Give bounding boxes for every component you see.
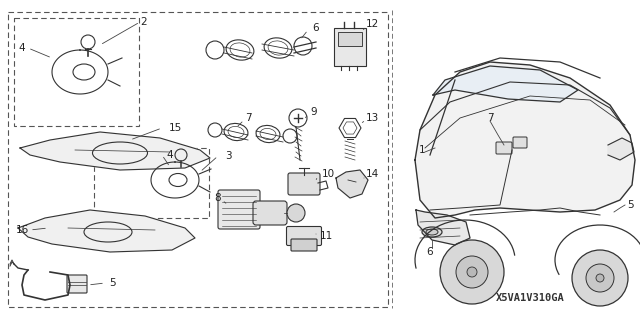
Ellipse shape — [426, 229, 438, 235]
Polygon shape — [18, 210, 195, 252]
Polygon shape — [433, 66, 578, 102]
Text: 10: 10 — [321, 169, 335, 179]
FancyBboxPatch shape — [513, 137, 527, 148]
Polygon shape — [416, 210, 470, 245]
Ellipse shape — [422, 227, 442, 237]
Text: 8: 8 — [214, 193, 221, 203]
Circle shape — [440, 240, 504, 304]
Text: 5: 5 — [109, 278, 115, 288]
Text: 5: 5 — [627, 200, 634, 210]
Bar — [14, 18, 139, 126]
Polygon shape — [336, 170, 368, 198]
Text: 9: 9 — [310, 107, 317, 117]
Circle shape — [456, 256, 488, 288]
Text: 14: 14 — [365, 169, 379, 179]
Bar — [94, 148, 209, 218]
Text: 2: 2 — [141, 17, 147, 27]
Text: 7: 7 — [244, 113, 252, 123]
Circle shape — [467, 267, 477, 277]
Circle shape — [287, 204, 305, 222]
Polygon shape — [608, 138, 634, 160]
Polygon shape — [20, 132, 210, 170]
Text: 4: 4 — [166, 150, 173, 160]
Text: 3: 3 — [225, 151, 231, 161]
Text: 1: 1 — [419, 145, 426, 155]
FancyBboxPatch shape — [218, 190, 260, 229]
Text: 6: 6 — [427, 247, 433, 257]
FancyBboxPatch shape — [67, 275, 87, 293]
Text: 6: 6 — [313, 23, 319, 33]
FancyBboxPatch shape — [253, 201, 287, 225]
FancyBboxPatch shape — [287, 226, 321, 246]
Text: 4: 4 — [19, 43, 26, 53]
Circle shape — [596, 274, 604, 282]
FancyBboxPatch shape — [496, 142, 512, 154]
Bar — [334, 28, 366, 66]
Text: 16: 16 — [15, 225, 29, 235]
Text: 7: 7 — [486, 113, 493, 123]
Polygon shape — [415, 62, 635, 218]
Circle shape — [586, 264, 614, 292]
Bar — [8, 12, 388, 307]
FancyBboxPatch shape — [291, 239, 317, 251]
Bar — [338, 32, 362, 46]
Text: 11: 11 — [319, 231, 333, 241]
Text: X5VA1V310GA: X5VA1V310GA — [495, 293, 564, 303]
Text: 13: 13 — [365, 113, 379, 123]
Text: 15: 15 — [168, 123, 182, 133]
Text: 12: 12 — [365, 19, 379, 29]
Circle shape — [572, 250, 628, 306]
FancyBboxPatch shape — [288, 173, 320, 195]
